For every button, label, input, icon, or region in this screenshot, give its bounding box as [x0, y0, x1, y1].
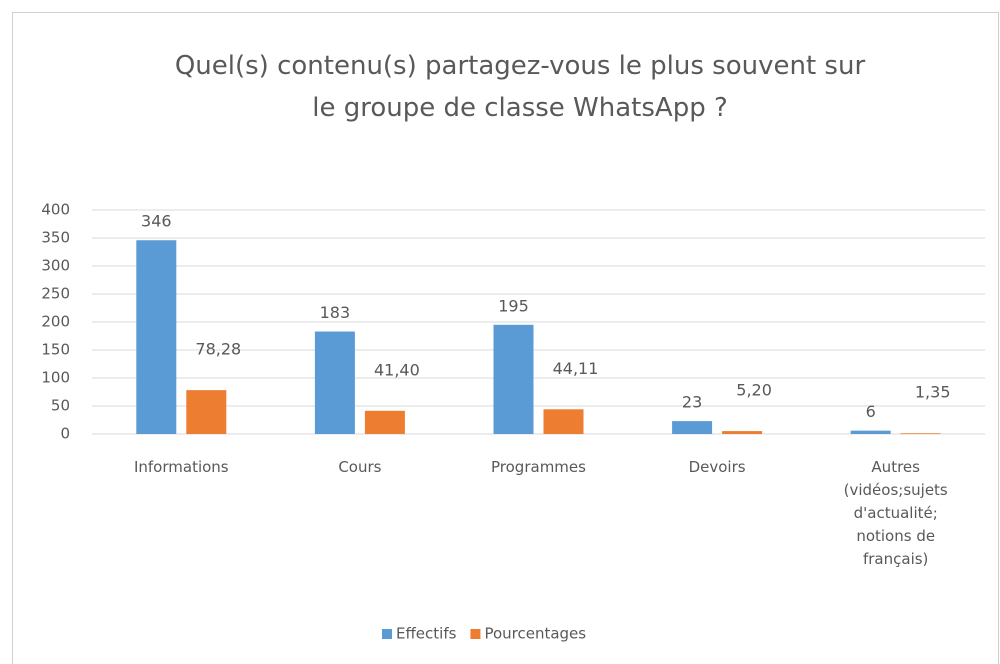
- y-tick-label: 50: [51, 397, 70, 415]
- data-label: 195: [498, 296, 529, 315]
- data-label: 183: [320, 303, 351, 322]
- bar: [136, 240, 177, 434]
- data-label: 1,35: [915, 383, 951, 402]
- data-label: 44,11: [553, 359, 599, 378]
- legend-label: Effectifs: [396, 625, 457, 643]
- x-tick-label: Programmes: [491, 458, 586, 476]
- chart-title: Quel(s) contenu(s) partagez-vous le plus…: [175, 51, 866, 123]
- x-tick-label: Informations: [134, 458, 229, 476]
- y-tick-label: 400: [41, 201, 70, 219]
- data-label: 6: [866, 402, 876, 421]
- x-tick-label: Autres (vidéos;sujets d'actualité; notions …: [844, 458, 948, 568]
- bar: [493, 324, 534, 434]
- legend-swatch: [382, 629, 392, 639]
- legend-swatch: [470, 629, 481, 639]
- y-tick-label: 100: [41, 369, 70, 387]
- data-label: 5,20: [736, 381, 772, 400]
- y-tick-label: 150: [41, 341, 70, 359]
- x-tick-label: Devoirs: [689, 458, 746, 476]
- y-tick-label: 300: [41, 257, 70, 275]
- bar: [850, 430, 891, 434]
- y-tick-label: 350: [41, 229, 70, 247]
- bar: [543, 409, 584, 434]
- bar: [314, 331, 355, 434]
- data-label: 78,28: [195, 340, 241, 359]
- y-tick-label: 250: [41, 285, 70, 303]
- bar: [672, 421, 713, 434]
- bar: [722, 431, 763, 434]
- bar: [186, 390, 227, 434]
- legend-label: Pourcentages: [484, 625, 586, 643]
- y-tick-label: 0: [60, 425, 70, 443]
- bar: [900, 433, 941, 434]
- data-label: 346: [141, 212, 172, 231]
- x-tick-label: Cours: [338, 458, 381, 476]
- data-label: 23: [682, 393, 702, 412]
- bar: [364, 410, 405, 434]
- data-label: 41,40: [374, 360, 420, 379]
- y-tick-label: 200: [41, 313, 70, 331]
